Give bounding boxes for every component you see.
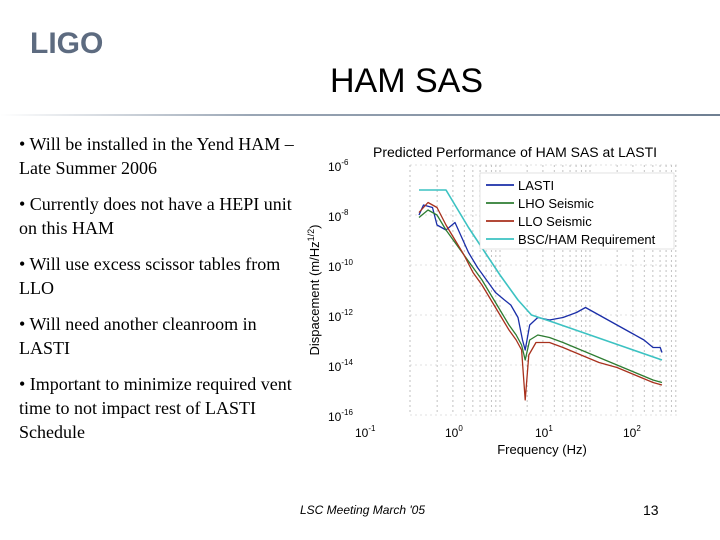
y-tick-exponent: -10	[341, 258, 353, 267]
bullet-item: • Will need another cleanroom in LASTI	[19, 314, 257, 358]
logo-text: LIGO	[30, 27, 103, 60]
y-tick-label: 10-16	[328, 408, 353, 424]
series-line-llo-seismic	[418, 201, 663, 401]
footer-text: LSC Meeting March '05	[300, 503, 426, 517]
y-tick-label: 10-8	[328, 208, 349, 224]
bullet-item: • Will use excess scissor tables from LL…	[19, 254, 281, 298]
x-tick-base: 10	[623, 426, 637, 440]
x-axis-label: Frequency (Hz)	[497, 442, 587, 457]
x-tick-exponent: 0	[458, 424, 463, 433]
series-line-bsc-ham-requirement	[419, 189, 663, 361]
y-axis-label-close: )	[307, 225, 322, 229]
x-tick-label: 101	[535, 424, 553, 440]
legend-label: LHO Seismic	[518, 196, 594, 211]
y-tick-base: 10	[328, 360, 342, 374]
chart-legend: LASTI LHO Seismic LLO Seismic BSC/HAM Requi…	[479, 172, 675, 250]
x-tick-exponent: 2	[636, 424, 641, 433]
bullet-list: • Will be installed in the Yend HAM – La…	[19, 132, 309, 456]
bullet-item: • Will be installed in the Yend HAM – La…	[19, 134, 294, 178]
y-tick-label: 10-12	[328, 308, 353, 324]
y-tick-exponent: -12	[341, 308, 353, 317]
bullet-item: • Currently does not have a HEPI unit on…	[19, 194, 292, 238]
y-axis-label: Dispacement (m/Hz1/2)	[306, 225, 322, 356]
title-divider	[0, 114, 720, 116]
x-tick-exponent: -1	[368, 424, 376, 433]
y-tick-base: 10	[328, 310, 342, 324]
legend-label: BSC/HAM Requirement	[518, 232, 656, 247]
series-line-lasti	[418, 204, 663, 353]
series-line-lho-seismic	[418, 209, 663, 384]
x-tick-base: 10	[535, 426, 549, 440]
page-number: 13	[643, 502, 659, 518]
y-tick-base: 10	[328, 260, 342, 274]
y-axis-label-exp: 1/2	[306, 229, 316, 242]
y-tick-base: 10	[328, 410, 342, 424]
x-tick-exponent: 1	[548, 424, 553, 433]
x-tick-label: 100	[445, 424, 463, 440]
y-axis-label-main: Dispacement (m/Hz	[307, 241, 322, 355]
y-tick-base: 10	[328, 160, 342, 174]
y-tick-exponent: -6	[341, 158, 349, 167]
y-tick-exponent: -16	[341, 408, 353, 417]
x-tick-label: 102	[623, 424, 641, 440]
y-tick-label: 10-10	[328, 258, 353, 274]
x-tick-base: 10	[355, 426, 369, 440]
ligo-logo: LIGO	[30, 26, 120, 71]
legend-label: LLO Seismic	[518, 214, 592, 229]
y-tick-label: 10-14	[328, 358, 353, 374]
slide-title: HAM SAS	[330, 62, 484, 100]
y-tick-exponent: -8	[341, 208, 349, 217]
chart-series	[418, 189, 663, 401]
x-tick-label: 10-1	[355, 424, 376, 440]
y-tick-label: 10-6	[328, 158, 349, 174]
x-tick-base: 10	[445, 426, 459, 440]
chart-title: Predicted Performance of HAM SAS at LAST…	[373, 144, 657, 160]
bullet-item: • Important to minimize required vent ti…	[19, 374, 292, 442]
performance-chart: Predicted Performance of HAM SAS at LAST…	[306, 144, 680, 457]
legend-label: LASTI	[518, 178, 554, 193]
y-tick-exponent: -14	[341, 358, 353, 367]
ligo-logo-mark: LIGO	[30, 27, 103, 60]
y-tick-base: 10	[328, 210, 342, 224]
